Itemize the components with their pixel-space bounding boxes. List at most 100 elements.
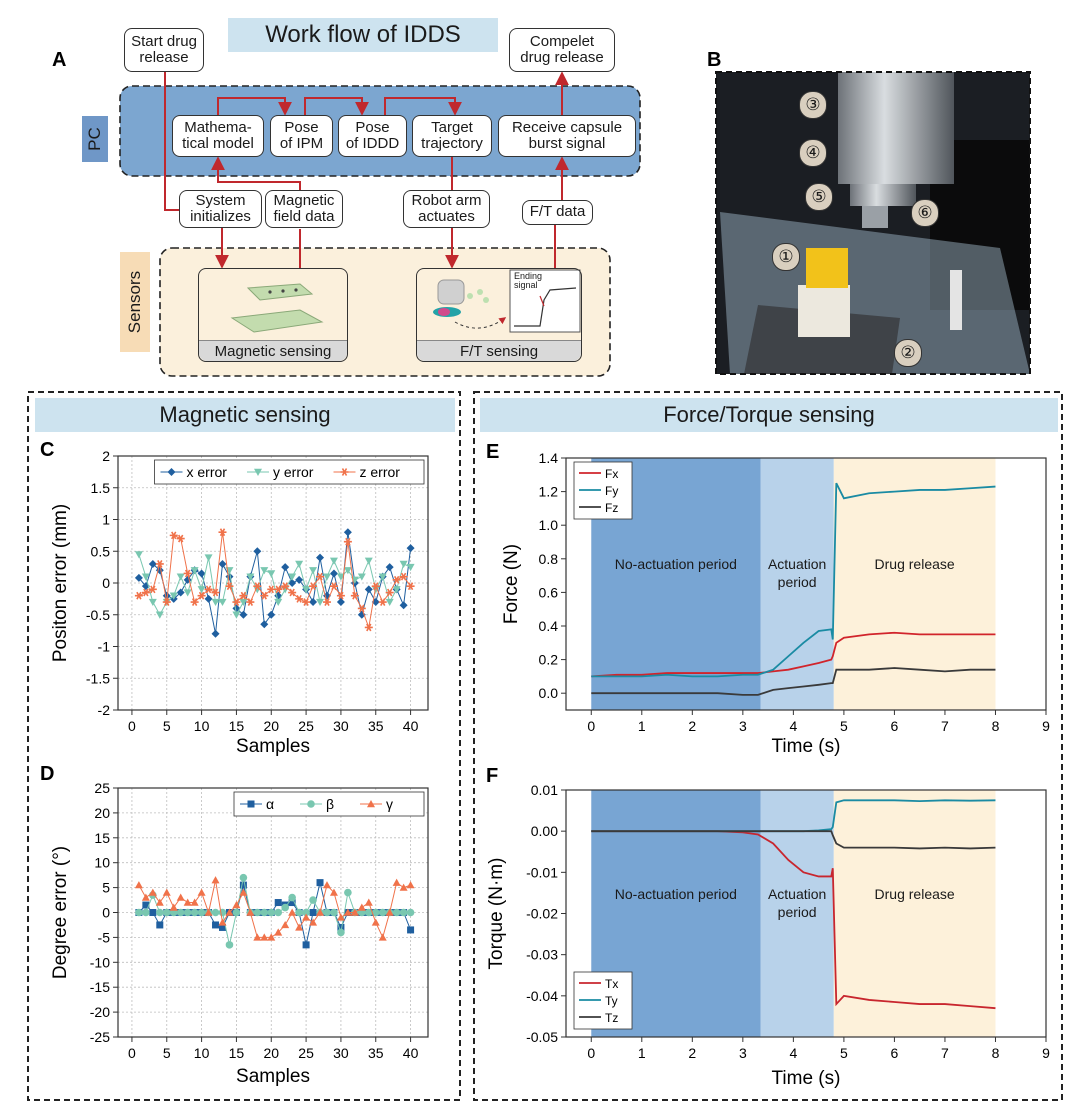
marker <box>336 913 345 921</box>
marker <box>155 560 164 568</box>
y-tick-label: -0.01 <box>526 864 558 880</box>
marker <box>364 908 373 917</box>
marker <box>288 893 296 902</box>
plot-area <box>118 456 428 710</box>
sensor-box <box>198 268 348 362</box>
marker <box>350 591 359 600</box>
panel-label: E <box>486 441 499 463</box>
marker <box>316 908 325 916</box>
marker <box>148 888 157 896</box>
start-box: Start drug release <box>124 28 204 72</box>
marker <box>253 547 262 556</box>
x-tick-label: 1 <box>638 1045 646 1061</box>
workflow-arrows <box>164 71 569 269</box>
marker <box>378 933 387 941</box>
marker <box>274 928 283 936</box>
y-tick-label: -0.03 <box>526 947 558 963</box>
section-header: Magnetic sensing <box>35 398 455 432</box>
legend-label: x error <box>187 464 228 480</box>
marker <box>364 898 373 906</box>
marker <box>316 572 325 581</box>
marker <box>246 598 255 606</box>
series-line <box>591 482 996 678</box>
y-tick-label: 0.01 <box>531 782 558 798</box>
x-axis-label: Time (s) <box>772 1068 841 1089</box>
legend-label: y error <box>273 464 314 480</box>
x-tick-label: 10 <box>194 1045 210 1061</box>
marker <box>371 582 380 591</box>
marker <box>176 588 185 597</box>
marker <box>134 591 143 600</box>
photo-marker: ③ <box>799 91 827 119</box>
marker <box>364 557 373 565</box>
marker <box>288 899 296 907</box>
marker <box>135 908 143 917</box>
marker <box>385 588 394 597</box>
marker <box>211 876 220 884</box>
marker <box>267 570 276 578</box>
marker <box>239 591 248 600</box>
y-axis-label: Positon error (mm) <box>50 504 71 662</box>
marker <box>169 592 178 600</box>
marker <box>302 913 311 921</box>
marker <box>267 908 276 917</box>
y-tick-label: 0.8 <box>539 551 559 567</box>
legend-label: α <box>266 796 274 812</box>
axes-frame <box>565 789 1047 1038</box>
region-label: Drug release <box>874 886 955 903</box>
marker <box>399 601 408 610</box>
photo-marker: ② <box>894 339 922 367</box>
x-tick-label: 3 <box>739 1045 747 1061</box>
marker <box>162 598 171 606</box>
legend-label: Fy <box>605 484 618 498</box>
y-tick-label: -10 <box>90 954 110 970</box>
pc-step: Pose of IPM <box>270 115 333 157</box>
x-tick-label: 2 <box>688 1045 696 1061</box>
marker <box>204 585 213 594</box>
marker <box>142 908 150 917</box>
series-line <box>591 631 996 678</box>
marker <box>148 598 157 607</box>
x-tick-label: 9 <box>1042 718 1050 734</box>
marker <box>295 560 304 568</box>
pc-step: Pose of IDDD <box>338 115 407 157</box>
marker <box>246 573 255 581</box>
x-tick-label: 0 <box>128 718 136 734</box>
marker <box>399 883 408 891</box>
marker <box>190 567 199 575</box>
marker <box>302 908 310 917</box>
marker <box>218 528 227 537</box>
region-label: No-actuation period <box>614 556 737 573</box>
y-tick-label: 1.5 <box>91 480 111 496</box>
marker <box>155 898 164 906</box>
x-tick-label: 2 <box>688 718 696 734</box>
x-tick-label: 1 <box>638 718 646 734</box>
marker <box>197 569 206 578</box>
marker <box>253 586 262 594</box>
marker <box>232 598 241 606</box>
marker <box>176 573 185 581</box>
marker <box>399 908 408 917</box>
x-axis-label: Samples <box>236 736 310 757</box>
marker <box>330 908 338 917</box>
marker <box>253 582 262 591</box>
marker <box>336 598 345 607</box>
marker <box>141 588 150 597</box>
marker <box>337 928 345 937</box>
panel-label: C <box>40 439 54 461</box>
marker <box>183 589 192 597</box>
sensor-label: Magnetic sensing <box>199 340 347 361</box>
y-tick-label: 25 <box>94 780 110 796</box>
ft-sensor-icon <box>433 269 581 333</box>
marker <box>323 908 331 917</box>
y-tick-label: 15 <box>94 830 110 846</box>
marker <box>267 610 276 619</box>
marker <box>343 537 352 546</box>
marker <box>309 598 318 607</box>
y-tick-label: -1 <box>98 639 111 655</box>
marker <box>392 878 401 886</box>
x-tick-label: 10 <box>194 718 210 734</box>
marker <box>190 598 199 606</box>
x-tick-label: 25 <box>298 718 314 734</box>
marker <box>322 881 331 889</box>
